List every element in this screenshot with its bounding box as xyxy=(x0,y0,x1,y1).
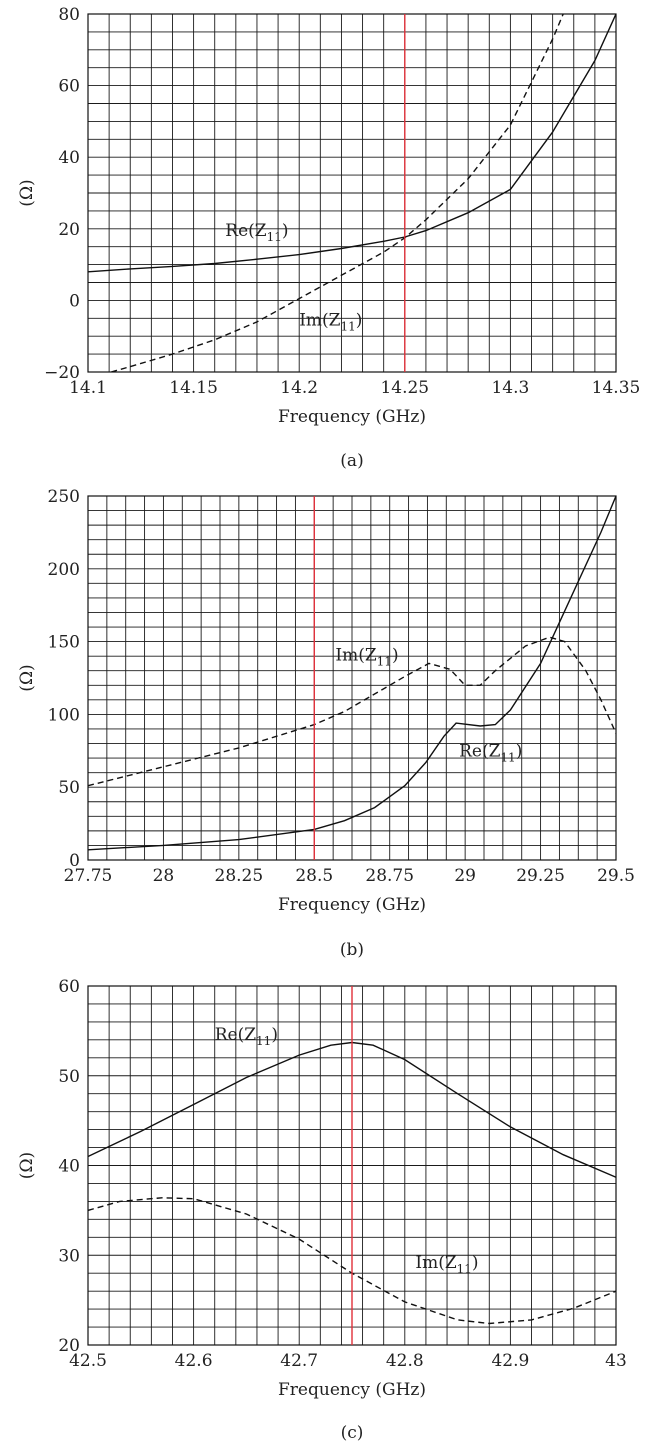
y-tick-label: 50 xyxy=(58,1067,80,1087)
x-tick-label: 43 xyxy=(605,1351,627,1371)
x-tick-label: 29.5 xyxy=(597,866,635,886)
series-annotation: Re(Z11) xyxy=(215,1025,278,1048)
x-tick-label: 14.15 xyxy=(169,378,218,398)
series-im-z11-line xyxy=(111,14,564,372)
y-tick-label: 200 xyxy=(48,560,80,580)
series-annotation: Im(Z11) xyxy=(335,646,398,669)
series-im-z11-line xyxy=(88,636,616,787)
series-annotation: Im(Z11) xyxy=(299,310,362,333)
y-tick-label: −20 xyxy=(44,363,80,383)
y-axis-label: (Ω) xyxy=(17,179,37,206)
x-axis-label: Frequency (GHz) xyxy=(278,895,426,915)
plot-frame xyxy=(87,13,617,373)
x-tick-label: 14.25 xyxy=(380,378,429,398)
x-axis-label: Frequency (GHz) xyxy=(278,407,426,427)
y-tick-label: 40 xyxy=(58,1157,80,1177)
panel-caption: (a) xyxy=(340,451,363,471)
series-group xyxy=(88,496,616,851)
x-tick-label: 29 xyxy=(454,866,476,886)
chart-panel-2: 27.75 28 28.25 28.5 28.75 29 29.25 29.5 0 50 100 15… xyxy=(17,487,635,960)
y-tick-label: 60 xyxy=(58,977,80,997)
x-tick-label: 27.75 xyxy=(64,866,113,886)
x-tick-label: 14.3 xyxy=(491,378,529,398)
x-tick-label: 42.9 xyxy=(491,1351,529,1371)
grid xyxy=(88,14,616,372)
x-tick-label: 28.75 xyxy=(365,866,414,886)
panel-caption: (c) xyxy=(341,1423,364,1443)
y-tick-label: 150 xyxy=(48,633,80,653)
x-tick-label: 28.5 xyxy=(295,866,333,886)
series-re-z11-line xyxy=(88,14,616,273)
x-tick-label: 14.35 xyxy=(592,378,641,398)
x-tick-label: 42.8 xyxy=(386,1351,424,1371)
y-tick-label: 20 xyxy=(58,220,80,240)
x-tick-label: 28.25 xyxy=(215,866,264,886)
y-tick-label: 80 xyxy=(58,5,80,25)
x-tick-label: 42.6 xyxy=(175,1351,213,1371)
y-tick-label: 0 xyxy=(69,291,80,311)
y-tick-label: 40 xyxy=(58,148,80,168)
x-tick-label: 42.7 xyxy=(280,1351,318,1371)
y-tick-label: 60 xyxy=(58,77,80,97)
series-annotation: Im(Z11) xyxy=(415,1253,478,1276)
chart-panel-3: 42.5 42.6 42.7 42.8 42.9 43 20 30 40 50 60 Frequenc… xyxy=(17,977,627,1443)
series-re-z11-line xyxy=(88,496,616,851)
x-tick-label: 28 xyxy=(153,866,175,886)
series-annotation: Re(Z11) xyxy=(225,221,288,244)
x-tick-label: 29.25 xyxy=(516,866,565,886)
y-tick-label: 250 xyxy=(48,487,80,507)
chart-panel-1: 14.1 14.15 14.2 14.25 14.3 14.35 −20 0 20 40 60 80 F… xyxy=(17,5,640,471)
x-axis-label: Frequency (GHz) xyxy=(278,1380,426,1400)
x-tick-label: 42.5 xyxy=(69,1351,107,1371)
y-tick-label: 50 xyxy=(58,778,80,798)
grid xyxy=(88,496,616,860)
y-axis-label: (Ω) xyxy=(17,664,37,691)
plot-frame xyxy=(87,495,617,861)
y-tick-label: 0 xyxy=(69,851,80,871)
y-tick-label: 20 xyxy=(58,1336,80,1356)
x-tick-label: 14.2 xyxy=(280,378,318,398)
series-annotation: Re(Z11) xyxy=(459,742,522,765)
x-tick-label: 14.1 xyxy=(69,378,107,398)
y-tick-label: 100 xyxy=(48,705,80,725)
y-tick-label: 30 xyxy=(58,1246,80,1266)
panel-caption: (b) xyxy=(340,940,364,960)
series-group xyxy=(88,14,616,372)
y-axis-label: (Ω) xyxy=(17,1152,37,1179)
